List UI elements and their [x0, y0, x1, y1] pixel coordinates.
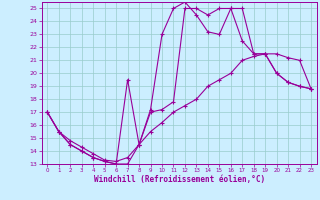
X-axis label: Windchill (Refroidissement éolien,°C): Windchill (Refroidissement éolien,°C): [94, 175, 265, 184]
